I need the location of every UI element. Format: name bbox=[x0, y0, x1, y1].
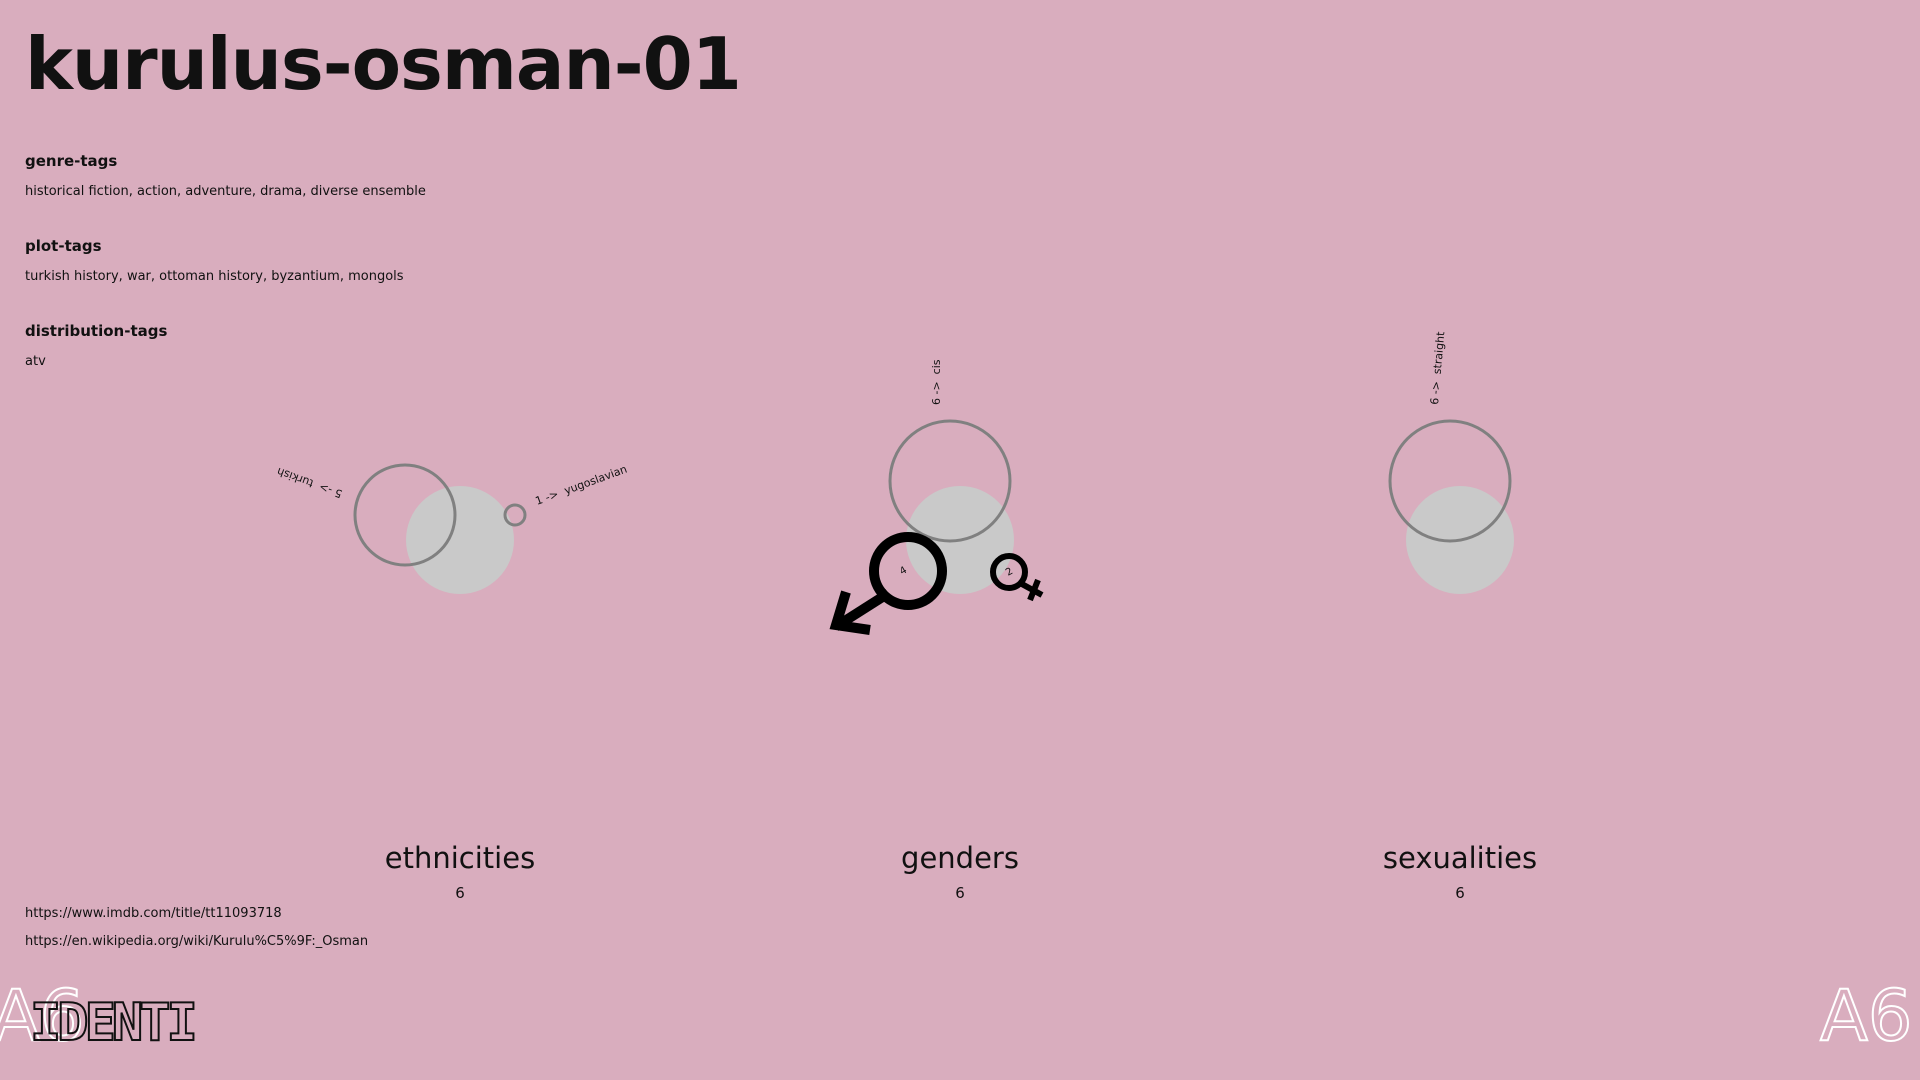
sexualities-label: sexualities bbox=[1382, 841, 1538, 875]
corner-logo-right: A6 bbox=[1819, 974, 1913, 1058]
ethnicity-yugoslavian-label: 1 -> yugoslavian bbox=[534, 463, 629, 508]
identi-logo: A6 IDENTI bbox=[0, 974, 199, 1058]
imdb-link[interactable]: https://www.imdb.com/title/tt11093718 bbox=[25, 906, 282, 921]
sexualities-count: 6 bbox=[1455, 884, 1465, 902]
genre-tags-text: historical fiction, action, adventure, d… bbox=[25, 184, 426, 199]
page-title: kurulus-osman-01 bbox=[25, 22, 742, 106]
distribution-tags-text: atv bbox=[25, 354, 46, 369]
gender-female-count: 2 bbox=[1004, 566, 1015, 579]
sexuality-straight-label: 6 -> straight bbox=[1428, 330, 1447, 405]
ethnicity-yugoslavian-circle bbox=[503, 503, 527, 527]
ethnicities-label: ethnicities bbox=[384, 841, 536, 875]
genders-diagram: 6 -> cis 4 2 bbox=[829, 359, 1044, 635]
gender-male-count: 4 bbox=[898, 565, 909, 578]
sexualities-diagram: 6 -> straight bbox=[1388, 330, 1514, 594]
identi-wordmark: IDENTI bbox=[30, 993, 194, 1053]
distribution-tags-block: distribution-tags atv bbox=[25, 322, 167, 369]
ethnicities-diagram: 5 -> turkish 1 -> yugoslavian bbox=[275, 463, 629, 594]
male-symbol-icon bbox=[829, 532, 947, 635]
ethnicity-turkish-circle bbox=[353, 463, 457, 567]
distribution-tags-heading: distribution-tags bbox=[25, 322, 168, 340]
sexuality-straight-circle bbox=[1388, 419, 1512, 543]
ethnicity-turkish-label: 5 -> turkish bbox=[275, 465, 344, 501]
genders-label: genders bbox=[901, 841, 1019, 875]
female-symbol-icon bbox=[990, 553, 1044, 602]
ethnicities-count: 6 bbox=[455, 884, 465, 902]
corner-mark-left: A6 bbox=[0, 975, 84, 1057]
wikipedia-link[interactable]: https://en.wikipedia.org/wiki/Kurulu%C5%… bbox=[25, 934, 369, 949]
plot-tags-block: plot-tags turkish history, war, ottoman … bbox=[25, 237, 404, 284]
plot-tags-text: turkish history, war, ottoman history, b… bbox=[25, 269, 404, 284]
ethnicities-total-circle bbox=[406, 486, 514, 594]
corner-mark-right: A6 bbox=[1820, 975, 1912, 1057]
gender-cis-circle bbox=[888, 419, 1012, 543]
gender-cis-label: 6 -> cis bbox=[930, 359, 943, 405]
genre-tags-heading: genre-tags bbox=[25, 152, 118, 170]
plot-tags-heading: plot-tags bbox=[25, 237, 102, 255]
genre-tags-block: genre-tags historical fiction, action, a… bbox=[25, 152, 426, 199]
genders-count: 6 bbox=[955, 884, 965, 902]
